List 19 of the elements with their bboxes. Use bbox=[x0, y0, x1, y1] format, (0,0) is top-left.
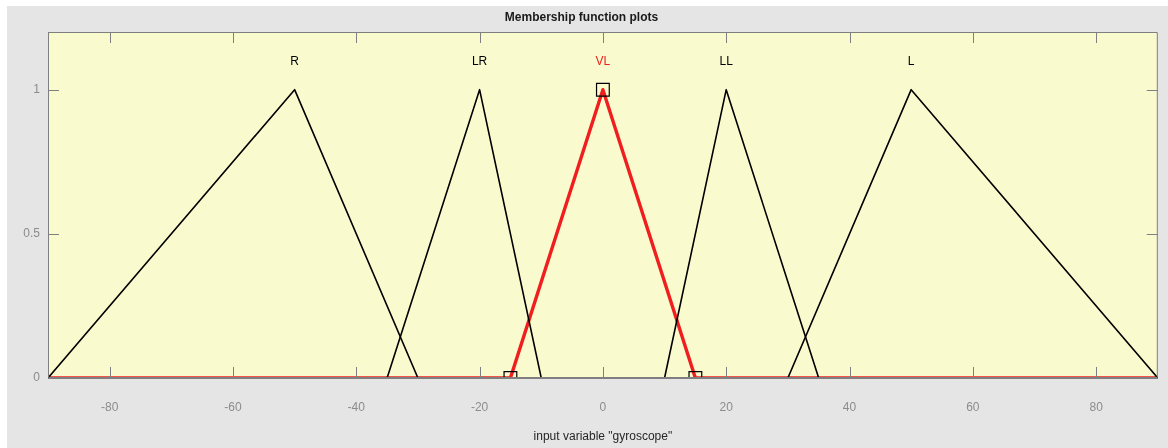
series-label: R bbox=[290, 53, 300, 68]
x-tick-label: 80 bbox=[1089, 399, 1104, 414]
y-tick-label: 0.5 bbox=[23, 226, 41, 241]
x-tick-label: 40 bbox=[842, 399, 857, 414]
x-tick-label: 20 bbox=[719, 399, 734, 414]
chart-title: Membership function plots bbox=[504, 9, 659, 24]
x-tick-label: -80 bbox=[100, 399, 119, 414]
series-label: VL bbox=[595, 53, 611, 68]
series-label: LL bbox=[719, 53, 734, 68]
x-tick-label: 0 bbox=[599, 399, 607, 414]
y-tick-label: 1 bbox=[33, 81, 41, 96]
x-tick-label: -60 bbox=[224, 399, 242, 414]
x-tick-label: -20 bbox=[470, 399, 489, 414]
x-tick-label: 60 bbox=[966, 399, 980, 414]
x-axis-title: input variable "gyroscope" bbox=[533, 429, 673, 444]
y-tick-label: 0 bbox=[33, 370, 41, 385]
series-label: L bbox=[907, 53, 915, 68]
x-tick-label: -40 bbox=[347, 399, 366, 414]
series-label: LR bbox=[471, 53, 488, 68]
